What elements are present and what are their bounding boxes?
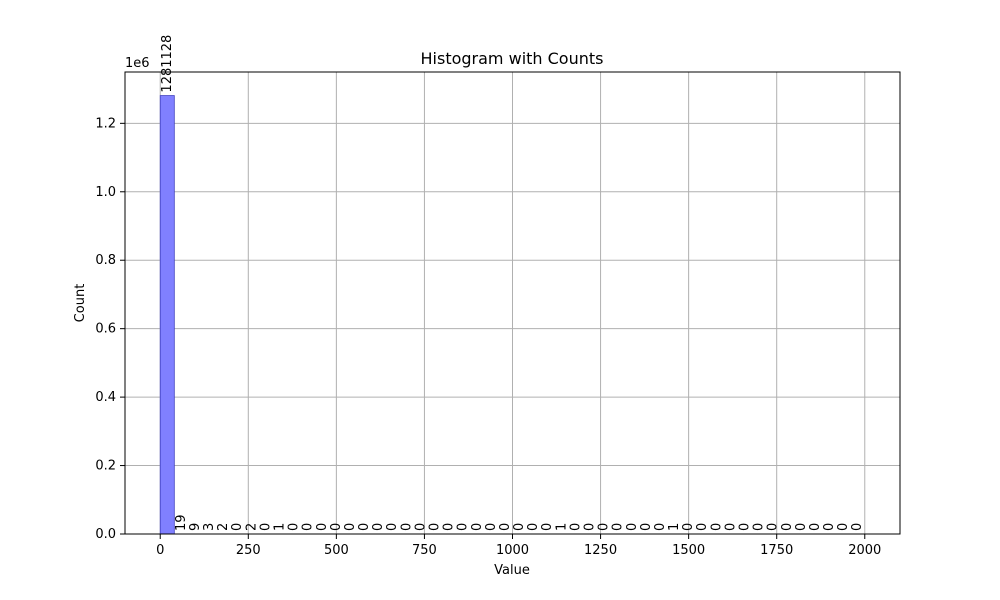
bar-count-label: 0 <box>752 523 767 531</box>
bar-count-label: 0 <box>540 523 555 531</box>
bar-count-label: 19 <box>174 514 189 531</box>
bar-count-label: 0 <box>287 523 302 531</box>
bar-count-label: 9 <box>188 523 203 531</box>
bar-count-label: 0 <box>583 523 598 531</box>
y-tick-label: 1.0 <box>95 185 116 200</box>
x-tick-label: 2000 <box>848 543 881 558</box>
bar-count-label: 0 <box>329 523 344 531</box>
y-tick-label: 1.2 <box>95 116 116 131</box>
bar-count-label: 1 <box>667 523 682 531</box>
bar-count-label: 0 <box>258 523 273 531</box>
bar-count-label: 0 <box>315 523 330 531</box>
x-tick-label: 500 <box>324 543 349 558</box>
bar-count-label: 0 <box>301 523 316 531</box>
histogram-bar <box>159 95 175 535</box>
chart-title: Histogram with Counts <box>421 49 604 68</box>
bar-count-label: 0 <box>456 523 471 531</box>
bar-count-label: 0 <box>738 523 753 531</box>
bar-count-label: 0 <box>780 523 795 531</box>
bar-count-label: 0 <box>723 523 738 531</box>
x-axis-ticks: 0 250 500 750 1000 1250 1500 1750 2000 <box>156 534 881 558</box>
bar-count-label: 0 <box>653 523 668 531</box>
bar-count-label: 0 <box>681 523 696 531</box>
bar-count-label: 0 <box>371 523 386 531</box>
y-tick-label: 0.2 <box>95 459 116 474</box>
bar-count-label: 0 <box>850 523 865 531</box>
y-tick-label: 0.6 <box>95 322 116 337</box>
bar-count-label: 0 <box>568 523 583 531</box>
bar-count-label: 1 <box>273 523 288 531</box>
bar-count-label: 0 <box>470 523 485 531</box>
y-tick-label: 0.8 <box>95 253 116 268</box>
bar-count-label: 2 <box>244 523 259 531</box>
x-tick-label: 1250 <box>584 543 617 558</box>
x-tick-label: 1500 <box>672 543 705 558</box>
x-tick-label: 1000 <box>496 543 529 558</box>
bar-count-label: 2 <box>216 523 231 531</box>
bar-count-label: 1281128 <box>160 35 175 93</box>
bar-count-label: 0 <box>695 523 710 531</box>
bar-count-label: 0 <box>794 523 809 531</box>
bar-count-label: 0 <box>442 523 457 531</box>
bar-count-label: 0 <box>639 523 654 531</box>
bar-count-label: 0 <box>822 523 837 531</box>
bar-count-label: 1 <box>554 523 569 531</box>
bar-count-label: 0 <box>385 523 400 531</box>
bar-count-label: 0 <box>808 523 823 531</box>
bar-count-label: 0 <box>625 523 640 531</box>
bar-count-label: 0 <box>413 523 428 531</box>
x-tick-label: 0 <box>156 543 164 558</box>
y-axis-ticks: 0.0 0.2 0.4 0.6 0.8 1.0 1.2 <box>95 116 125 542</box>
plot-frame <box>124 71 901 535</box>
bar-count-label: 0 <box>526 523 541 531</box>
bar-count-label: 0 <box>343 523 358 531</box>
bar-count-label: 0 <box>484 523 499 531</box>
bar-count-label: 0 <box>428 523 443 531</box>
bar-count-label: 0 <box>836 523 851 531</box>
y-axis-scale-label: 1e6 <box>125 56 150 71</box>
y-tick-label: 0.4 <box>95 390 116 405</box>
bar-count-label: 0 <box>611 523 626 531</box>
bar-count-label: 0 <box>230 523 245 531</box>
bar-count-label: 0 <box>512 523 527 531</box>
bar-count-label: 0 <box>399 523 414 531</box>
bar-count-label: 0 <box>357 523 372 531</box>
bar-count-label: 0 <box>498 523 513 531</box>
x-tick-label: 1750 <box>760 543 793 558</box>
bar-count-label: 0 <box>709 523 724 531</box>
bar-count-label: 0 <box>766 523 781 531</box>
x-tick-label: 750 <box>412 543 437 558</box>
y-axis-label: Count <box>73 284 88 323</box>
bar-count-label: 3 <box>202 523 217 531</box>
x-axis-label: Value <box>494 563 530 578</box>
x-tick-label: 250 <box>236 543 261 558</box>
y-tick-label: 0.0 <box>95 527 116 542</box>
bar-count-label: 0 <box>597 523 612 531</box>
